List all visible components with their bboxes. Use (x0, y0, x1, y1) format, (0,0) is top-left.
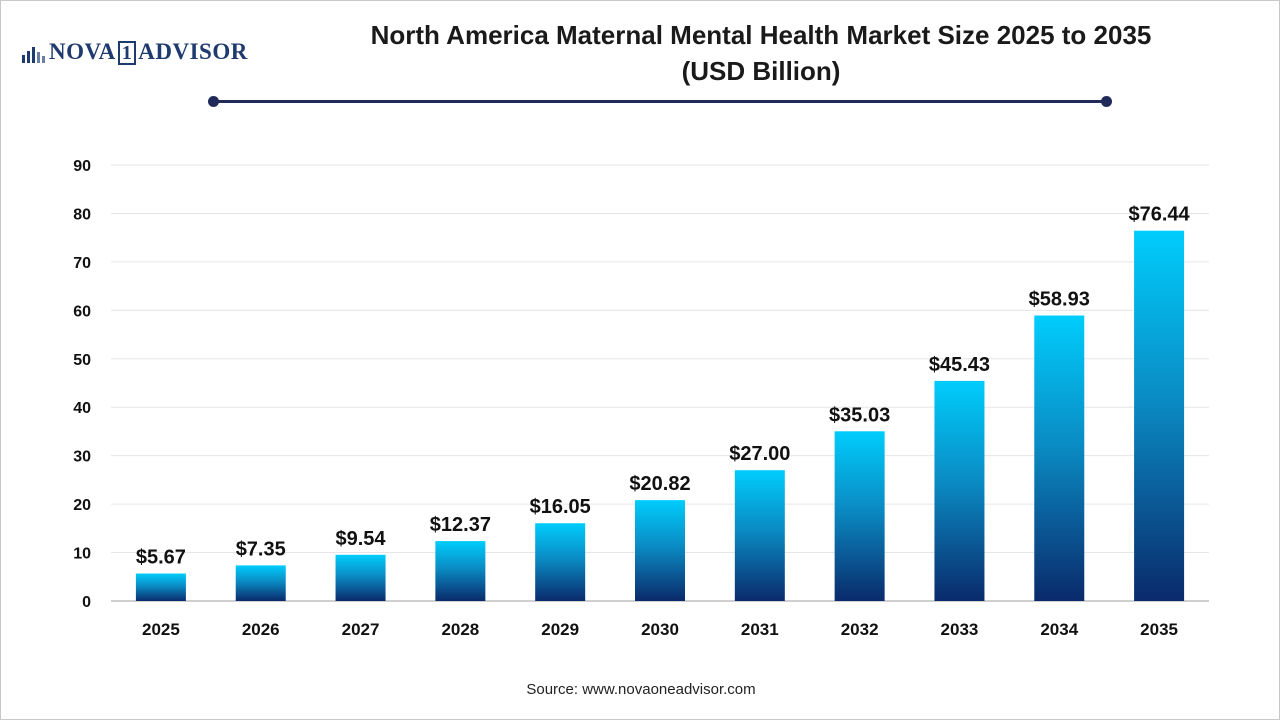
bar (535, 523, 586, 601)
x-tick-label: 2034 (1040, 620, 1078, 639)
x-tick-label: 2030 (641, 620, 679, 639)
data-label: $58.93 (1029, 289, 1090, 311)
y-tick-label: 30 (73, 449, 91, 466)
x-tick-label: 2025 (142, 620, 180, 639)
y-tick-label: 80 (73, 206, 91, 223)
bar (734, 470, 785, 601)
title-rule-dot-left (208, 96, 219, 107)
x-tick-label: 2035 (1140, 620, 1178, 639)
bar (335, 554, 386, 601)
data-label: $7.35 (236, 538, 286, 560)
y-tick-label: 90 (73, 158, 91, 175)
brand-logo: NOVA 1 ADVISOR (21, 37, 281, 67)
source-note: Source: www.novaoneadvisor.com (526, 681, 756, 698)
x-tick-label: 2031 (741, 620, 779, 639)
data-label: $5.67 (136, 547, 186, 569)
y-tick-label: 0 (82, 594, 91, 611)
data-label: $35.03 (829, 404, 890, 426)
data-label: $16.05 (530, 496, 591, 518)
brand-wordmark: NOVA 1 ADVISOR (49, 37, 248, 67)
bar (235, 565, 286, 601)
bar (1034, 315, 1085, 601)
y-tick-label: 50 (73, 352, 91, 369)
y-tick-label: 60 (73, 303, 91, 320)
bar (135, 573, 186, 601)
y-tick-label: 20 (73, 497, 91, 514)
bar (635, 500, 685, 601)
title-rule (213, 100, 1107, 103)
bar-chart-icon (22, 47, 45, 63)
data-label: $27.00 (729, 443, 790, 465)
x-tick-label: 2033 (941, 620, 979, 639)
bar (435, 541, 486, 601)
brand-digit: 1 (117, 41, 137, 65)
y-tick-label: 40 (73, 400, 91, 417)
x-tick-label: 2027 (342, 620, 380, 639)
chart-title-line2: (USD Billion) (681, 56, 841, 86)
chart-title-line1: North America Maternal Mental Health Mar… (370, 20, 1152, 50)
title-rule-dot-right (1101, 96, 1112, 107)
bar (934, 380, 985, 601)
x-tick-label: 2028 (441, 620, 479, 639)
chart-title: North America Maternal Mental Health Mar… (281, 17, 1241, 89)
data-label: $45.43 (929, 354, 990, 376)
data-label: $20.82 (629, 473, 690, 495)
brand-rest: ADVISOR (138, 39, 248, 64)
x-tick-label: 2029 (541, 620, 579, 639)
bar (834, 431, 885, 601)
data-label: $12.37 (430, 514, 491, 536)
data-label: $9.54 (336, 528, 387, 550)
x-tick-label: 2026 (242, 620, 280, 639)
y-tick-label: 10 (73, 546, 91, 563)
data-label: $76.44 (1129, 204, 1191, 226)
brand-name: NOVA (49, 39, 116, 64)
y-tick-label: 70 (73, 255, 91, 272)
x-tick-label: 2032 (841, 620, 879, 639)
bar (1134, 230, 1185, 601)
